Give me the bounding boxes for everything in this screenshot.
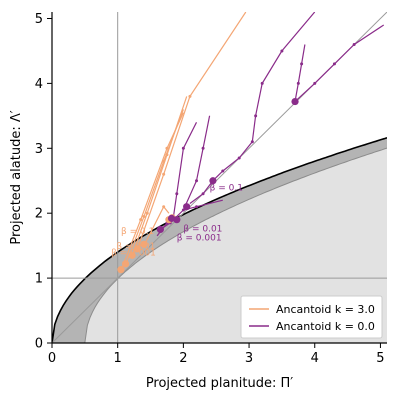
series-0-curve-2-dot-1 [139,218,143,222]
series-1-curve-3-dot-2 [332,62,336,66]
series-1-curve-0-dot-2 [237,156,241,160]
inner-region [84,148,387,343]
series-1-curve-7 [294,44,306,102]
legend-entry-0: Ancantoid k = 3.0 [276,303,375,316]
series-1-curve-0-dot-5 [260,81,264,85]
series-1-curve-5-dot-1 [195,179,199,183]
series-1-marker-2 [156,225,164,234]
y-tick-label-5: 5 [35,12,43,27]
series-0-curve-1-dot-1 [142,214,146,218]
series-0-marker-3 [133,245,141,253]
series-1-curve-3 [294,24,385,103]
series-0-marker-1 [121,260,130,268]
x-tick-label-2: 2 [179,351,187,366]
series-1-curve-0-dot-6 [280,49,284,53]
series-1-curve-5-dot-2 [201,146,205,150]
x-tick-label-0: 0 [48,351,56,366]
series-1-curve-3-dot-1 [313,81,317,85]
ticks: 0 1 2 3 4 5 0 1 2 3 4 5 [35,12,385,366]
x-axis-label: Projected planitude: Π′ [146,376,293,391]
series-0-curve-2-dot-2 [165,146,169,150]
shaded-regions [52,137,387,343]
beta-annotation-3: β = 0.1 [210,183,243,193]
series-1-marker-5 [183,203,191,211]
series-1-curve-1-dot-3 [195,205,199,209]
x-tick-label-5: 5 [376,351,384,366]
series-1-curve-7-dot-2 [300,62,304,66]
series-1-curve-0-dot-1 [221,169,225,173]
series-1-curve-0-dot-3 [250,140,254,144]
y-tick-label-2: 2 [35,207,43,222]
y-tick-label-1: 1 [35,272,43,287]
series-0-curve-4-dot-1 [162,205,166,209]
beta-annotation-5: β = 0.001 [177,233,222,243]
x-tick-label-3: 3 [245,351,253,366]
series-1-curve-3-dot-3 [352,42,356,46]
series-0-curve-3-dot-2 [188,94,192,98]
beta-annotation-0: β = 0.1 [121,227,154,237]
y-tick-label-3: 3 [35,142,43,157]
series-1-curve-6 [172,122,198,217]
beta-annotation-2: β = 0.001 [111,248,156,258]
series-1-marker-1 [291,97,299,106]
beta-annotation-1: β = 0.01 [116,242,155,252]
series-1-marker-0 [209,177,217,185]
series-0-marker-0 [117,266,125,274]
series-1-curve-6-dot-2 [181,146,185,150]
outer-boundary-line [52,137,387,343]
legend: Ancantoid k = 3.0 Ancantoid k = 0.0 [240,295,383,339]
series-0-marker-4 [140,240,148,248]
series-1-marker-4 [173,216,181,224]
series-0-curve-3-dot-1 [162,172,166,176]
series-0-curve-3 [136,12,247,250]
trajectory-markers [117,97,299,274]
inner-boundary-line [84,147,387,343]
y-axis-label: Projected alatude: Λ′ [9,110,24,244]
series-0-marker-2 [128,251,136,259]
series-1-curve-6-dot-1 [175,192,179,196]
x-tick-label-4: 4 [311,351,319,366]
beta-annotation-4: β = 0.01 [183,224,222,234]
x-tick-label-1: 1 [114,351,122,366]
series-1-curve-7-dot-1 [296,81,300,85]
y-tick-label-0: 0 [35,337,43,352]
legend-box [240,295,383,339]
series-1-curve-0 [212,12,316,182]
series-1-curve-0-dot-4 [254,114,258,118]
y-tick-label-4: 4 [35,77,43,92]
axes [51,12,387,344]
legend-entry-1: Ancantoid k = 0.0 [276,320,375,333]
series-1-curve-4-dot-1 [201,192,205,196]
series-0-curve-0-dot-1 [145,211,149,215]
series-1-curve-5 [182,115,211,211]
series-0-curve-2 [120,112,184,271]
